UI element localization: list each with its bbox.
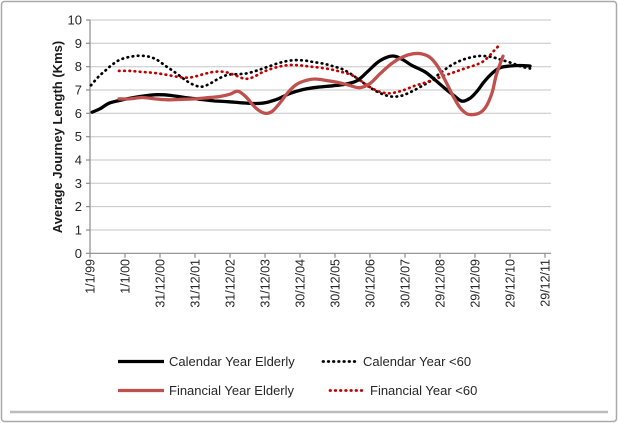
axes — [86, 19, 551, 258]
gridlines — [90, 19, 551, 231]
x-tick-label: 30/12/07 — [399, 259, 413, 308]
y-tick-label: 1 — [75, 223, 82, 238]
x-tick-label: 29/12/09 — [469, 259, 483, 308]
y-tick-label: 6 — [75, 106, 82, 121]
x-tick-label: 1/1/00 — [119, 259, 133, 294]
series-line-calendar-year-elderly — [90, 54, 532, 114]
x-tick-label: 29/12/08 — [434, 259, 448, 308]
x-tick-label: 1/1/99 — [84, 259, 98, 294]
x-tick-label: 31/12/00 — [154, 259, 168, 308]
x-tick-labels: 1/1/99 1/1/00 31/12/00 31/12/01 31/12/02 31/1… — [84, 259, 553, 308]
x-tick-label: 31/12/01 — [189, 259, 203, 308]
y-tick-label: 10 — [68, 13, 82, 28]
x-tick-label: 31/12/02 — [224, 259, 238, 308]
y-tick-label: 8 — [75, 59, 82, 74]
y-tick-label: 3 — [75, 176, 82, 191]
legend-label: Financial Year Elderly — [169, 383, 295, 398]
x-tick-label: 29/12/10 — [504, 259, 518, 308]
series-line-financial-year-elderly — [117, 51, 505, 117]
y-tick-label: 7 — [75, 83, 82, 98]
legend-label: Financial Year <60 — [370, 383, 477, 398]
x-tick-label: 30/12/05 — [329, 259, 343, 308]
series-line-calendar-year-60 — [89, 54, 532, 99]
series-lines — [89, 45, 532, 117]
x-tick-label: 30/12/04 — [294, 259, 308, 308]
y-tick-labels: 0 1 2 3 4 5 6 7 8 9 10 — [68, 13, 82, 261]
x-tick-label: 29/12/11 — [539, 259, 553, 307]
y-tick-label: 0 — [75, 246, 82, 261]
x-tick-label: 31/12/03 — [259, 259, 273, 308]
y-tick-label: 4 — [75, 153, 82, 168]
y-tick-label: 5 — [75, 129, 82, 144]
series-line-financial-year-60 — [117, 45, 500, 95]
legend-label: Calendar Year Elderly — [169, 354, 295, 369]
y-axis-title: Average Journey Length (Kms) — [50, 41, 65, 233]
legend: Calendar Year Elderly Calendar Year <60 Fi… — [118, 354, 477, 398]
y-tick-label: 9 — [75, 36, 82, 51]
x-tick-label: 30/12/06 — [364, 259, 378, 308]
y-tick-label: 2 — [75, 199, 82, 214]
legend-label: Calendar Year <60 — [363, 354, 471, 369]
